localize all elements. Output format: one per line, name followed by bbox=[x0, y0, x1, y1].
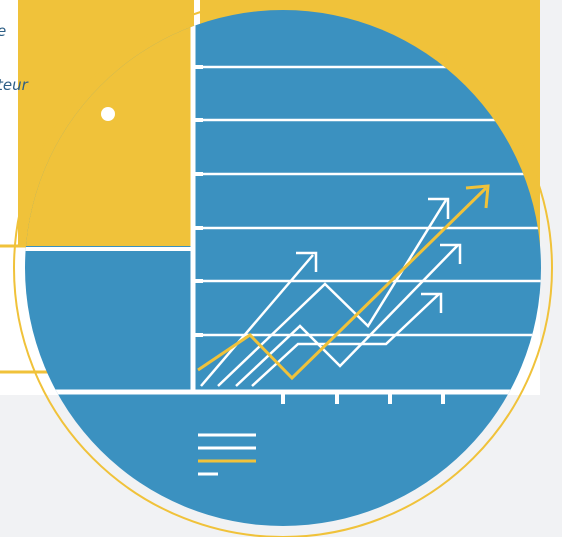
rising-arrows-graphic bbox=[200, 197, 462, 387]
text-fragment-2: teur bbox=[0, 76, 28, 94]
outer-ring bbox=[13, 0, 553, 537]
dot-marker bbox=[101, 107, 115, 121]
menu-lines-icon bbox=[198, 433, 256, 476]
highlight-arrow bbox=[197, 184, 490, 381]
text-fragment-1: e bbox=[0, 22, 6, 40]
